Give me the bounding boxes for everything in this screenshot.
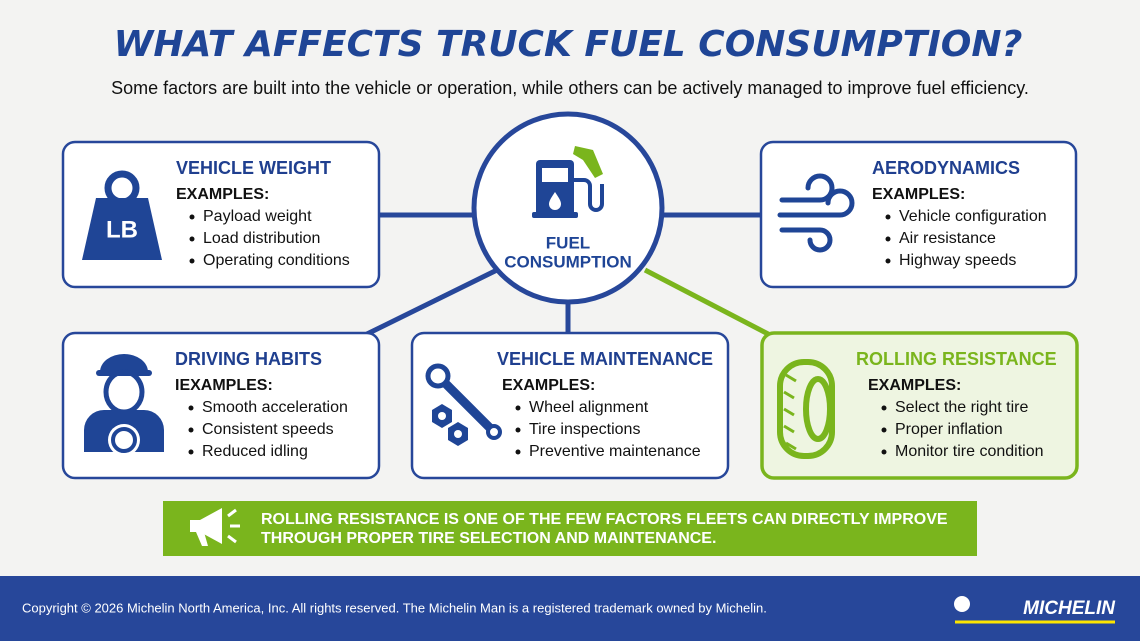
card-title: DRIVING HABITS [175, 349, 322, 369]
card-item: Air resistance [899, 230, 996, 247]
center-label: FUEL [546, 233, 590, 252]
card-item: Monitor tire condition [895, 443, 1044, 460]
connectors [365, 212, 761, 337]
tools-icon [425, 363, 502, 446]
bullet [189, 258, 195, 264]
callout [163, 501, 977, 556]
card-item: Wheel alignment [529, 399, 649, 416]
fuel-pump-icon [532, 146, 604, 218]
callout-text: ROLLING RESISTANCE IS ONE OF THE FEW FAC… [261, 511, 948, 528]
weight-icon [82, 170, 162, 260]
bullet [885, 214, 891, 220]
bullet [885, 258, 891, 264]
examples-label: EXAMPLES: [872, 186, 965, 203]
cards-text: VEHICLE WEIGHT EXAMPLES: Payload weight Loa… [175, 158, 1057, 460]
center-label: CONSUMPTION [504, 252, 632, 271]
bullet [188, 427, 194, 433]
card-item: Vehicle configuration [899, 208, 1047, 225]
examples-label: IEXAMPLES: [175, 377, 273, 394]
card-item: Payload weight [203, 208, 312, 225]
wind-icon [777, 173, 855, 253]
copyright: Copyright © 2026 Michelin North America,… [22, 600, 767, 615]
card [410, 331, 730, 480]
bullet [881, 449, 887, 455]
card-highlight [760, 331, 1079, 480]
bullet [188, 449, 194, 455]
card-item: Consistent speeds [202, 421, 334, 438]
bullet [885, 236, 891, 242]
card-item: Load distribution [203, 230, 320, 247]
card-title: ROLLING RESISTANCE [856, 349, 1057, 369]
bullet [189, 236, 195, 242]
megaphone-icon [190, 508, 240, 546]
card-title: VEHICLE MAINTENANCE [497, 349, 713, 369]
card-item: Select the right tire [895, 399, 1029, 416]
card-title: VEHICLE WEIGHT [176, 158, 331, 178]
title: WHAT AFFECTS TRUCK FUEL CONSUMPTION? [114, 24, 1023, 65]
card-item: Highway speeds [899, 252, 1016, 269]
card-item: Tire inspections [529, 421, 640, 438]
card-title: AERODYNAMICS [872, 158, 1020, 178]
card-item: Operating conditions [203, 252, 350, 269]
weight-icon-text: LB [106, 216, 138, 243]
footer [0, 576, 1140, 641]
logo-mark [954, 596, 970, 612]
bullet [188, 405, 194, 411]
bullet [881, 405, 887, 411]
subtitle: Some factors are built into the vehicle … [111, 78, 1029, 98]
bullet [515, 427, 521, 433]
logo: MICHELIN [1023, 598, 1116, 619]
card-item: Reduced idling [202, 443, 308, 460]
driver-icon [84, 354, 164, 456]
examples-label: EXAMPLES: [176, 186, 269, 203]
card-item: Preventive maintenance [529, 443, 701, 460]
callout-text: THROUGH PROPER TIRE SELECTION AND MAINTE… [261, 530, 716, 547]
bullet [189, 214, 195, 220]
card-item: Smooth acceleration [202, 399, 348, 416]
bullet [515, 449, 521, 455]
bullet [515, 405, 521, 411]
bullet [881, 427, 887, 433]
tire-icon [777, 359, 835, 459]
card-item: Proper inflation [895, 421, 1003, 438]
green-connector [643, 267, 774, 339]
card [759, 140, 1078, 289]
examples-label: EXAMPLES: [868, 377, 961, 394]
examples-label: EXAMPLES: [502, 377, 595, 394]
